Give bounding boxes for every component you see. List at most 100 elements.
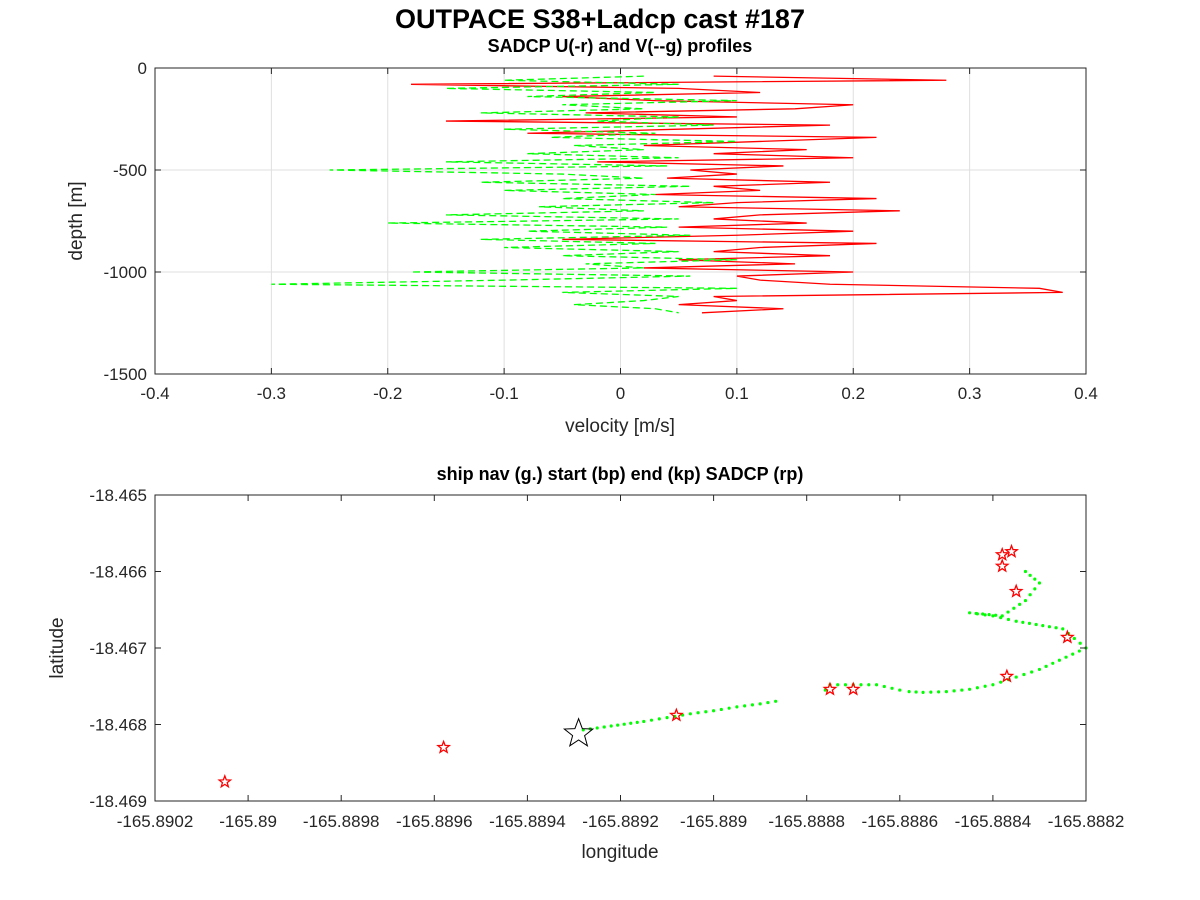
sadcp-star [822, 681, 838, 696]
ship-nav-point [766, 700, 770, 705]
ship-nav-point [1014, 675, 1018, 679]
ship-nav-point [616, 723, 620, 727]
ship-nav-point [999, 680, 1003, 684]
ship-nav-point [1027, 621, 1032, 626]
ship-nav-point [994, 613, 998, 617]
nav-x-tick-label: -165.8898 [303, 812, 380, 831]
nav-x-tick-label: -165.8888 [768, 812, 845, 831]
ship-nav-point [867, 683, 871, 687]
velocity-x-tick-label: -0.2 [373, 384, 402, 403]
ship-nav-point [898, 688, 902, 692]
nav-y-tick-label: -18.467 [89, 639, 147, 658]
ship-nav-point [890, 686, 894, 690]
ship-nav-point [750, 703, 754, 707]
sadcp-star [845, 681, 861, 696]
ship-nav-point [719, 707, 723, 712]
nav-y-tick-label: -18.466 [89, 563, 147, 582]
nav-y-tick-label: -18.469 [89, 792, 147, 811]
ship-nav-point [1028, 593, 1032, 597]
ship-nav-point [1061, 627, 1065, 631]
ship-nav-point [1012, 606, 1016, 610]
nav-x-tick-label: -165.8902 [117, 812, 194, 831]
sadcp-star [217, 774, 233, 789]
ship-nav-point [968, 611, 972, 615]
velocity-chart-title: SADCP U(-r) and V(--g) profiles [488, 36, 753, 56]
ship-nav-point [968, 687, 972, 691]
ship-nav-point [1023, 569, 1028, 574]
ship-nav-chart: -165.8902 -165.89 -165.8898 -165.8896 -165.8… [47, 464, 1125, 863]
ship-nav-point [1006, 610, 1010, 614]
ship-nav-point [944, 690, 948, 694]
velocity-series [271, 75, 1063, 314]
ship-nav-point [907, 690, 911, 694]
ship-nav-point [1000, 614, 1004, 618]
ship-nav-point [1021, 620, 1025, 624]
ship-nav-point [1030, 670, 1034, 674]
figure-title: OUTPACE S38+Ladcp cast #187 [395, 4, 805, 34]
velocity-x-tick-label: 0.2 [841, 384, 865, 403]
ship-nav-point [758, 702, 762, 706]
velocity-y-ticks: 0 -500 -1000 -1500 [104, 59, 1086, 384]
nav-x-tick-label: -165.8896 [396, 812, 473, 831]
ship-nav-point [1033, 587, 1037, 591]
ship-nav-point [1077, 649, 1081, 653]
ship-nav-point [688, 712, 692, 716]
ship-nav-point [774, 699, 778, 703]
ship-nav-point [991, 614, 995, 618]
ship-nav-point [1034, 622, 1038, 627]
velocity-x-tick-label: 0.4 [1074, 384, 1098, 403]
ship-nav-point [649, 718, 654, 722]
velocity-x-tick-label: -0.1 [489, 384, 518, 403]
ship-nav-point [975, 686, 979, 690]
ship-nav-point [712, 709, 716, 713]
ship-nav-point [1078, 641, 1082, 645]
sadcp-markers [217, 543, 1075, 789]
sadcp-star [436, 739, 452, 754]
ship-nav-point [952, 689, 956, 693]
velocity-x-label: velocity [m/s] [565, 416, 675, 437]
ship-nav-point [874, 683, 879, 687]
ship-nav-point [704, 710, 708, 714]
ship-nav-point [929, 690, 933, 694]
velocity-y-label: depth [m] [66, 181, 87, 260]
ship-nav-point [987, 613, 991, 617]
sadcp-star [994, 546, 1010, 562]
sadcp-star [994, 558, 1010, 573]
nav-x-tick-label: -165.8886 [862, 812, 939, 831]
velocity-profile-chart: -0.4 -0.3 -0.2 -0.1 0 0.1 0.2 0.3 0.4 0 -500 -1000… [66, 36, 1098, 437]
ship-nav-point [1033, 577, 1037, 581]
ship-nav-point [1047, 625, 1052, 629]
ship-nav-point [595, 726, 599, 730]
ship-nav-point [735, 705, 739, 709]
ship-nav-point [1037, 667, 1042, 672]
ship-nav-point [609, 724, 613, 728]
nav-y-ticks: -18.465 -18.466 -18.467 -18.468 -18.469 [89, 486, 1086, 811]
velocity-x-tick-label: -0.3 [257, 384, 286, 403]
nav-x-tick-label: -165.8884 [955, 812, 1032, 831]
ship-nav-point [665, 716, 669, 720]
ship-nav-point [1072, 636, 1076, 641]
ship-nav-point [983, 613, 987, 617]
nav-x-tick-label: -165.8882 [1048, 812, 1125, 831]
nav-x-tick-label: -165.889 [680, 812, 747, 831]
ship-nav-point [1037, 581, 1042, 585]
nav-chart-title: ship nav (g.) start (bp) end (kp) SADCP … [437, 464, 804, 484]
ship-nav-point [602, 725, 606, 729]
nav-y-label: latitude [47, 617, 68, 678]
ship-nav-point [696, 711, 700, 715]
ship-nav-point [1054, 626, 1058, 630]
ship-nav-point [635, 720, 639, 724]
velocity-x-tick-label: 0.3 [958, 384, 982, 403]
ship-nav-point [981, 612, 985, 616]
velocity-x-tick-label: 0.1 [725, 384, 749, 403]
ship-nav-point [960, 688, 964, 692]
sadcp-star [1008, 583, 1024, 598]
ship-nav-point [991, 683, 995, 687]
ship-nav-point [642, 719, 646, 724]
nav-x-ticks: -165.8902 -165.89 -165.8898 -165.8896 -165.8… [117, 495, 1125, 831]
ship-nav-point [836, 683, 840, 687]
nav-y-tick-label: -18.468 [89, 716, 147, 735]
nav-x-tick-label: -165.89 [219, 812, 277, 831]
ship-nav-point [629, 721, 633, 725]
